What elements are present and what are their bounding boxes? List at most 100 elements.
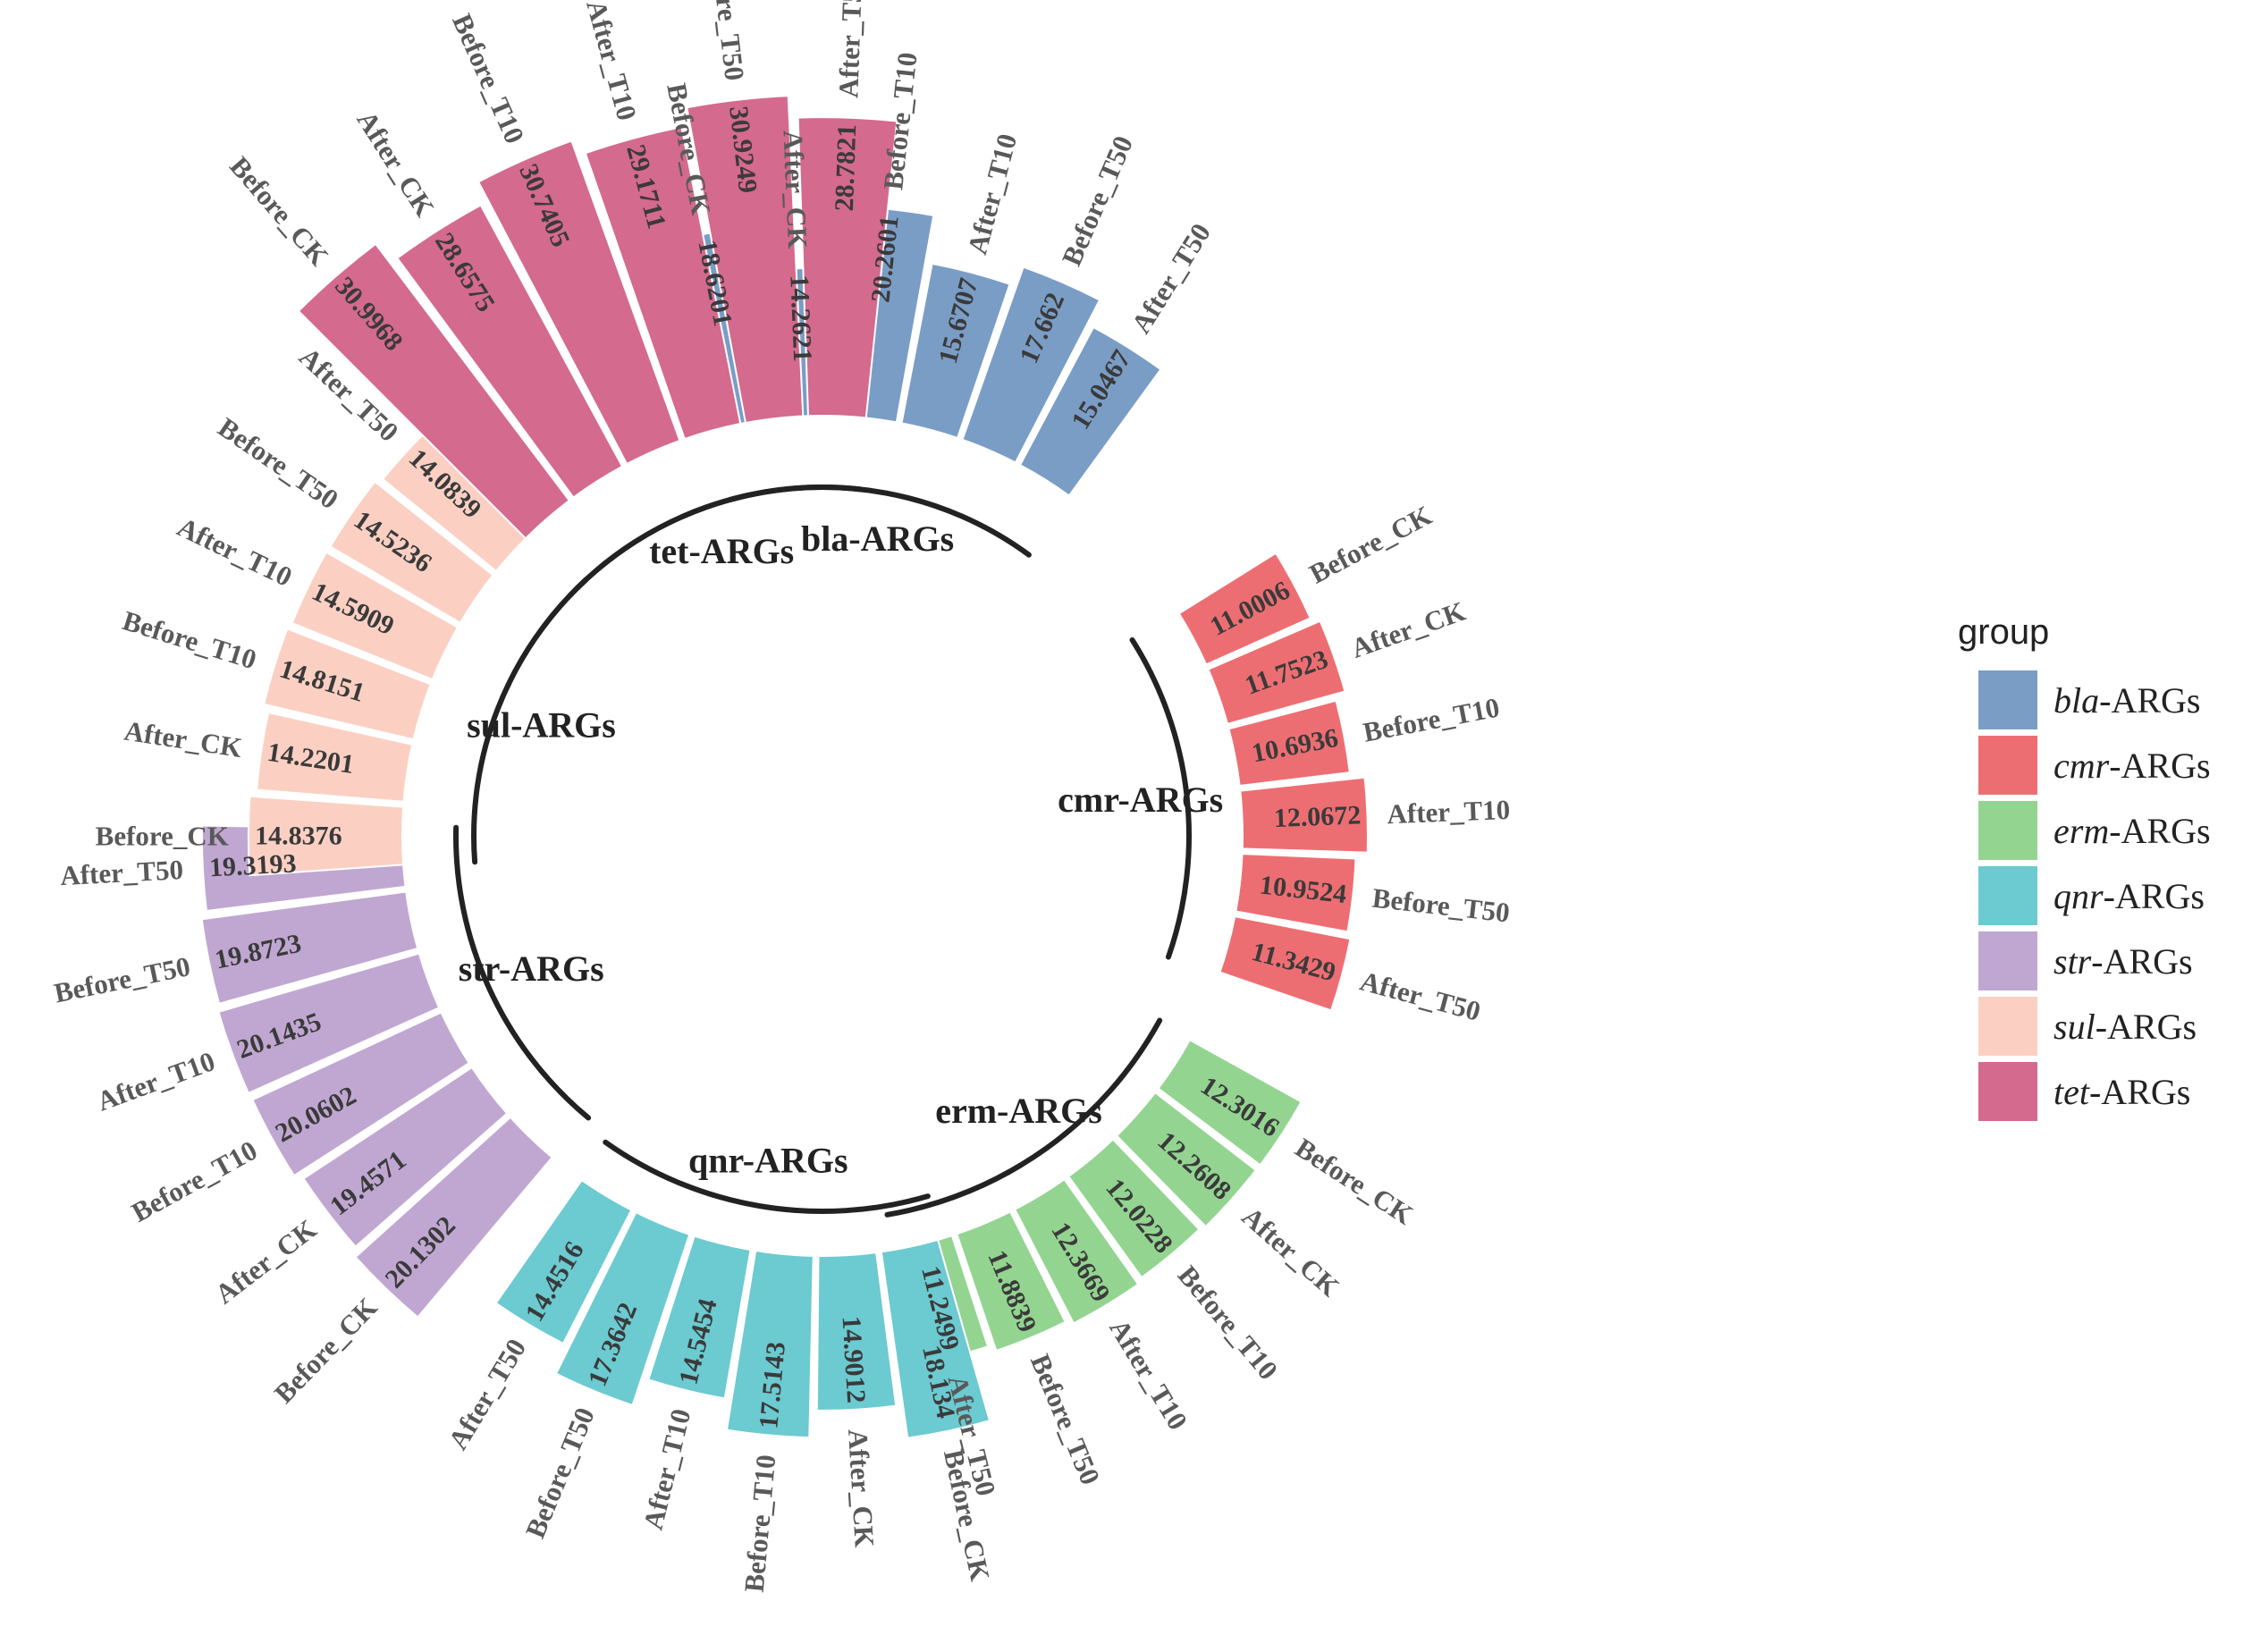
bar-str-after_ck [302,1066,509,1249]
category-label-tet-before_t10: Before_T10 [446,9,530,148]
bar-cmr-after_ck [1207,620,1346,726]
group-arc-str [453,824,592,1121]
bar-erm-after_t10 [1013,1177,1140,1325]
group-label-qnr: qnr-ARGs [688,1140,848,1180]
category-label-tet-after_ck: After_CK [350,105,441,223]
group-arc-erm [884,1017,1163,1218]
legend-swatch-erm [1978,801,2037,860]
bar-qnr-after_t10 [647,1235,752,1400]
category-label-qnr-after_t10: After_T10 [637,1405,697,1532]
legend-title: group [1958,612,2049,652]
bar-erm-before_ck [1157,1038,1303,1167]
legend-swatch-str [1978,931,2037,990]
legend-swatch-bla [1978,670,2037,729]
group-label-tet: tet-ARGs [649,531,794,571]
bar-qnr-before_t50 [554,1210,691,1407]
category-label-str-before_t50: Before_T50 [51,950,192,1008]
legend-swatch-sul [1978,997,2037,1056]
bar-tet-after_t10 [584,125,742,441]
category-label-sul-before_t50: Before_T50 [213,411,344,515]
category-label-erm-after_t10: After_T10 [1103,1313,1193,1435]
legend: group bla-ARGs cmr-ARGs erm-ARGs qnr-ARGs st… [1958,612,2211,1121]
legend-label-erm: erm-ARGs [2053,811,2211,851]
bar-bla-before_t50 [961,266,1101,464]
category-label-cmr-after_ck: After_CK [1347,595,1470,664]
bar-sul-before_t50 [329,480,494,625]
category-label-bla-after_t10: After_T10 [961,131,1023,257]
bar-bla-after_t10 [900,262,1011,440]
value-label-qnr-after_ck: 14.9012 [836,1315,871,1403]
group-arc-cmr [1129,636,1192,960]
category-label-sul-after_ck: After_CK [122,715,244,763]
legend-label-qnr: qnr-ARGs [2053,876,2205,916]
category-label-erm-after_ck: After_CK [1236,1201,1345,1302]
bar-bla-after_t50 [1018,325,1162,497]
category-label-tet-before_ck: Before_CK [223,150,334,272]
legend-label-tet: tet-ARGs [2053,1072,2190,1112]
category-label-cmr-before_t10: Before_T10 [1361,691,1502,747]
bar-erm-after_ck [1115,1091,1258,1228]
legend-swatch-qnr [1978,866,2037,925]
bar-erm-before_t50 [956,1210,1067,1353]
category-label-qnr-before_t50: Before_T50 [519,1403,601,1542]
bar-str-before_t10 [251,1011,471,1177]
legend-swatch-cmr [1978,736,2037,795]
bar-str-after_t10 [217,952,441,1095]
group-label-str: str-ARGs [459,948,604,989]
bar-cmr-before_t10 [1227,699,1351,788]
group-arcs-layer: bla-ARGs cmr-ARGs erm-ARGs qnr-ARGs str-ARGs… [453,485,1223,1218]
bars-layer [200,95,1369,1439]
bar-qnr-after_t50 [494,1178,633,1345]
bar-str-before_ck [354,1116,553,1319]
bar-erm-before_t10 [1067,1138,1201,1279]
bar-sul-before_ck [247,795,405,877]
category-label-str-after_t10: After_T10 [93,1045,219,1117]
bar-tet-after_ck [395,204,624,499]
group-label-cmr: cmr-ARGs [1058,780,1223,820]
bar-qnr-after_ck [815,1252,898,1412]
value-label-sul-before_ck: 14.8376 [255,822,342,851]
value-label-cmr-after_t10: 12.0672 [1273,800,1362,833]
category-label-erm-before_ck: Before_CK [1290,1132,1419,1231]
category-label-sul-after_t10: After_T10 [173,510,297,592]
bar-tet-after_t50 [797,116,898,419]
category-label-qnr-before_t10: Before_T10 [738,1454,782,1594]
group-label-erm: erm-ARGs [935,1091,1102,1131]
legend-swatch-tet [1978,1062,2037,1121]
category-label-sul-before_ck: Before_CK [96,821,229,852]
bar-cmr-before_ck [1177,552,1312,666]
category-label-str-before_t10: Before_T10 [126,1134,262,1228]
group-label-bla: bla-ARGs [801,518,954,559]
bar-sul-after_t10 [291,551,460,681]
category-label-qnr-after_t50: After_T50 [442,1333,532,1454]
bar-cmr-before_t50 [1235,853,1357,933]
category-label-cmr-before_t50: Before_T50 [1370,882,1511,929]
bar-cmr-after_t10 [1239,776,1369,854]
category-label-bla-after_ck: After_CK [777,130,814,249]
bar-tet-before_ck [297,242,571,540]
group-arc-tet [571,485,864,594]
category-label-qnr-after_ck: After_CK [842,1429,881,1548]
bar-cmr-after_t50 [1219,914,1352,1012]
bar-tet-before_t10 [476,139,681,466]
category-label-str-after_ck: After_CK [209,1213,323,1310]
category-label-tet-after_t10: After_T10 [580,0,643,123]
bar-sul-before_t10 [263,628,432,741]
category-label-tet-after_t50: After_T50 [832,0,868,98]
value-label-bla-after_ck: 14.2621 [784,274,817,363]
group-label-sul: sul-ARGs [467,705,616,746]
category-label-str-after_t50: After_T50 [59,854,183,891]
category-label-cmr-after_t10: After_T10 [1387,794,1511,830]
category-label-erm-before_t50: Before_T50 [1025,1350,1107,1489]
category-label-tet-before_t50: Before_T50 [704,0,751,82]
category-label-bla-before_t50: Before_T50 [1056,131,1139,271]
category-label-str-before_ck: Before_CK [268,1292,384,1410]
bar-sul-after_ck [256,711,414,803]
category-label-bla-after_t50: After_T50 [1125,218,1217,339]
legend-label-bla: bla-ARGs [2053,680,2200,721]
bar-qnr-before_ck [880,1238,991,1439]
group-arc-qnr [603,1139,931,1214]
category-label-bla-before_t10: Before_T10 [877,51,923,191]
category-label-erm-before_t10: Before_T10 [1172,1260,1285,1386]
